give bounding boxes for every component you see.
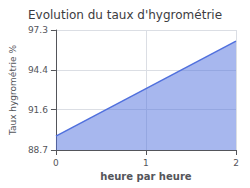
svg-text:Evolution du taux d'hygrométri: Evolution du taux d'hygrométrie [28, 8, 222, 22]
svg-text:2: 2 [233, 158, 239, 168]
svg-text:Taux hygrométrie %: Taux hygrométrie % [8, 44, 18, 136]
svg-text:94.4: 94.4 [28, 65, 48, 75]
svg-text:1: 1 [143, 158, 149, 168]
svg-text:97.3: 97.3 [28, 25, 48, 35]
svg-text:0: 0 [53, 158, 59, 168]
svg-text:88.7: 88.7 [28, 145, 48, 155]
svg-text:heure par heure: heure par heure [100, 171, 191, 182]
svg-text:91.6: 91.6 [28, 105, 48, 115]
